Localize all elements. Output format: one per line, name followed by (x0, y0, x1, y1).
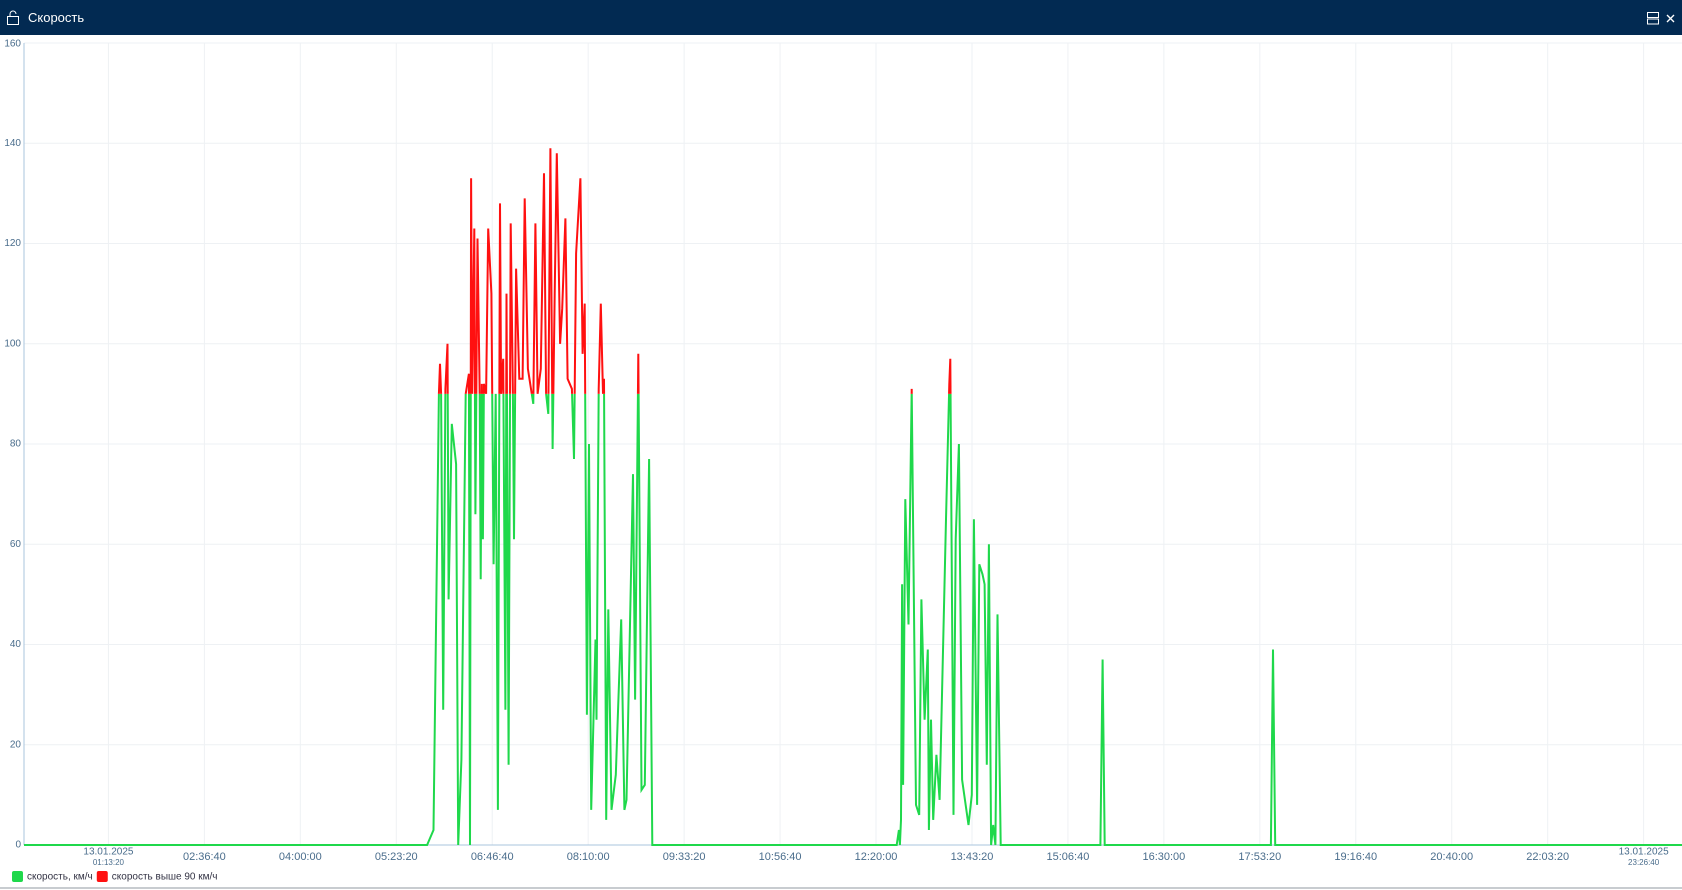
x-tick-label: 15:06:40 (1047, 851, 1090, 863)
y-tick-label: 0 (15, 840, 21, 851)
legend-swatch (96, 871, 108, 882)
layout-icon[interactable] (1646, 11, 1660, 25)
y-tick-label: 20 (10, 739, 22, 750)
x-tick-label: 23:26:40 (1628, 858, 1660, 867)
speed-line-over-threshold (437, 148, 952, 394)
x-tick-label: 20:40:00 (1430, 851, 1473, 863)
x-tick-label: 02:36:40 (183, 851, 226, 863)
x-tick-label: 17:53:20 (1238, 851, 1281, 863)
y-tick-label: 100 (4, 338, 21, 349)
x-tick-label: 08:10:00 (567, 851, 610, 863)
x-tick-label: 22:03:20 (1526, 851, 1569, 863)
x-tick-label: 10:56:40 (759, 851, 802, 863)
y-tick-label: 160 (4, 39, 21, 50)
speed-line (24, 393, 1682, 846)
legend-label: скорость, км/ч (27, 872, 93, 883)
window-title: Скорость (28, 10, 85, 25)
y-tick-label: 60 (10, 539, 22, 550)
legend-swatch (12, 871, 23, 882)
x-tick-label: 01:13:20 (93, 858, 125, 867)
x-tick-label: 19:16:40 (1334, 851, 1377, 863)
close-icon[interactable] (1666, 14, 1676, 24)
x-tick-label: 06:46:40 (471, 851, 514, 863)
y-tick-label: 140 (4, 138, 21, 149)
x-tick-label: 04:00:00 (279, 851, 322, 863)
x-tick-label: 13:43:20 (951, 851, 994, 863)
x-tick-label: 12:20:00 (855, 851, 898, 863)
y-tick-label: 120 (4, 238, 21, 249)
legend-label: скорость выше 90 км/ч (112, 872, 218, 883)
y-tick-label: 80 (10, 439, 22, 450)
title-bar: Скорость (0, 0, 1682, 35)
x-tick-date: 13.01.2025 (83, 847, 133, 858)
x-tick-date: 13.01.2025 (1619, 847, 1669, 858)
x-tick-label: 09:33:20 (663, 851, 706, 863)
x-tick-label: 16:30:00 (1142, 851, 1185, 863)
lock-icon[interactable] (6, 10, 20, 26)
y-tick-label: 40 (10, 639, 22, 650)
x-tick-label: 05:23:20 (375, 851, 418, 863)
